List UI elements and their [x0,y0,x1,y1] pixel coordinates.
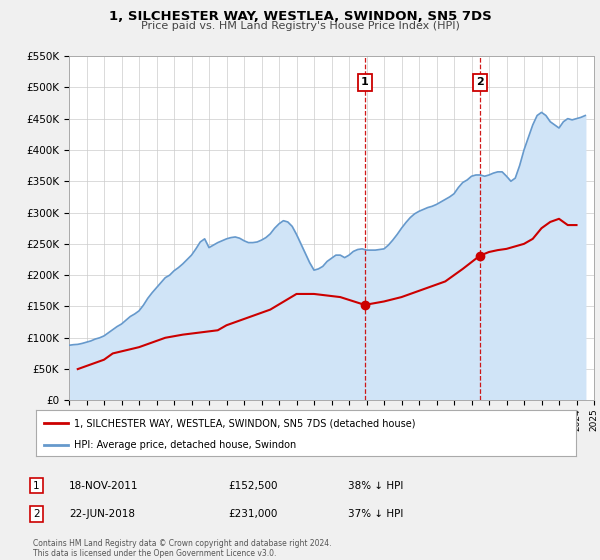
Text: HPI: Average price, detached house, Swindon: HPI: Average price, detached house, Swin… [74,440,296,450]
Text: 1, SILCHESTER WAY, WESTLEA, SWINDON, SN5 7DS (detached house): 1, SILCHESTER WAY, WESTLEA, SWINDON, SN5… [74,418,415,428]
Text: 1: 1 [361,77,368,87]
Text: Contains HM Land Registry data © Crown copyright and database right 2024.
This d: Contains HM Land Registry data © Crown c… [33,539,331,558]
Text: £152,500: £152,500 [228,480,277,491]
Text: 2: 2 [476,77,484,87]
Text: Price paid vs. HM Land Registry's House Price Index (HPI): Price paid vs. HM Land Registry's House … [140,21,460,31]
Text: 37% ↓ HPI: 37% ↓ HPI [348,509,403,519]
Text: 18-NOV-2011: 18-NOV-2011 [69,480,139,491]
Text: 22-JUN-2018: 22-JUN-2018 [69,509,135,519]
Text: £231,000: £231,000 [228,509,277,519]
Text: 2: 2 [33,509,40,519]
Text: 38% ↓ HPI: 38% ↓ HPI [348,480,403,491]
Text: 1: 1 [33,480,40,491]
Text: 1, SILCHESTER WAY, WESTLEA, SWINDON, SN5 7DS: 1, SILCHESTER WAY, WESTLEA, SWINDON, SN5… [109,10,491,23]
